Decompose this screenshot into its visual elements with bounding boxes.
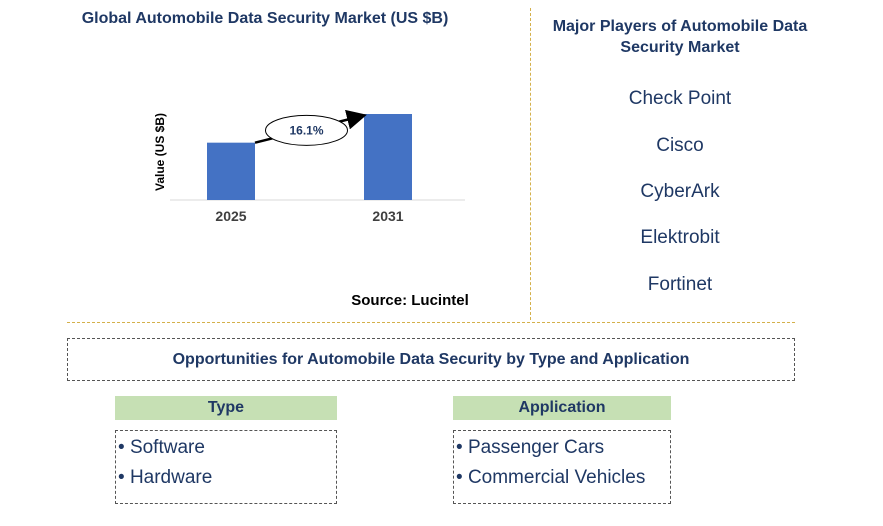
list-item: • Commercial Vehicles [456,467,646,488]
player-item: Elektrobit [640,227,720,248]
type-header: Type [115,396,337,420]
opportunities-title: Opportunities for Automobile Data Securi… [67,338,795,381]
application-list: • Passenger Cars • Commercial Vehicles [453,430,671,504]
players-title: Major Players of Automobile Data Securit… [552,18,808,56]
application-header: Application [453,396,671,420]
cagr-ellipse [265,114,348,146]
x-tick-label: 2025 [215,208,246,224]
cagr-label: 16.1% [289,123,323,137]
bar-chart: Value (US $B) 2025 2031 16.1% [153,109,465,224]
player-item: Cisco [656,135,704,156]
list-item: • Hardware [118,467,213,488]
horizontal-divider [67,322,795,323]
bar-2025 [207,142,255,200]
list-item: • Passenger Cars [456,437,605,458]
list-item: • Software [118,437,205,458]
player-item: CyberArk [640,181,720,202]
y-axis-label: Value (US $B) [153,113,167,191]
chart-title: Global Automobile Data Security Market (… [81,10,449,27]
player-item: Check Point [628,88,732,109]
source-text: Source: Lucintel [351,292,469,309]
bar-2031 [364,114,412,200]
x-tick-label: 2031 [372,208,403,224]
type-list: • Software • Hardware [115,430,337,504]
player-item: Fortinet [647,274,713,295]
vertical-divider [530,8,531,320]
